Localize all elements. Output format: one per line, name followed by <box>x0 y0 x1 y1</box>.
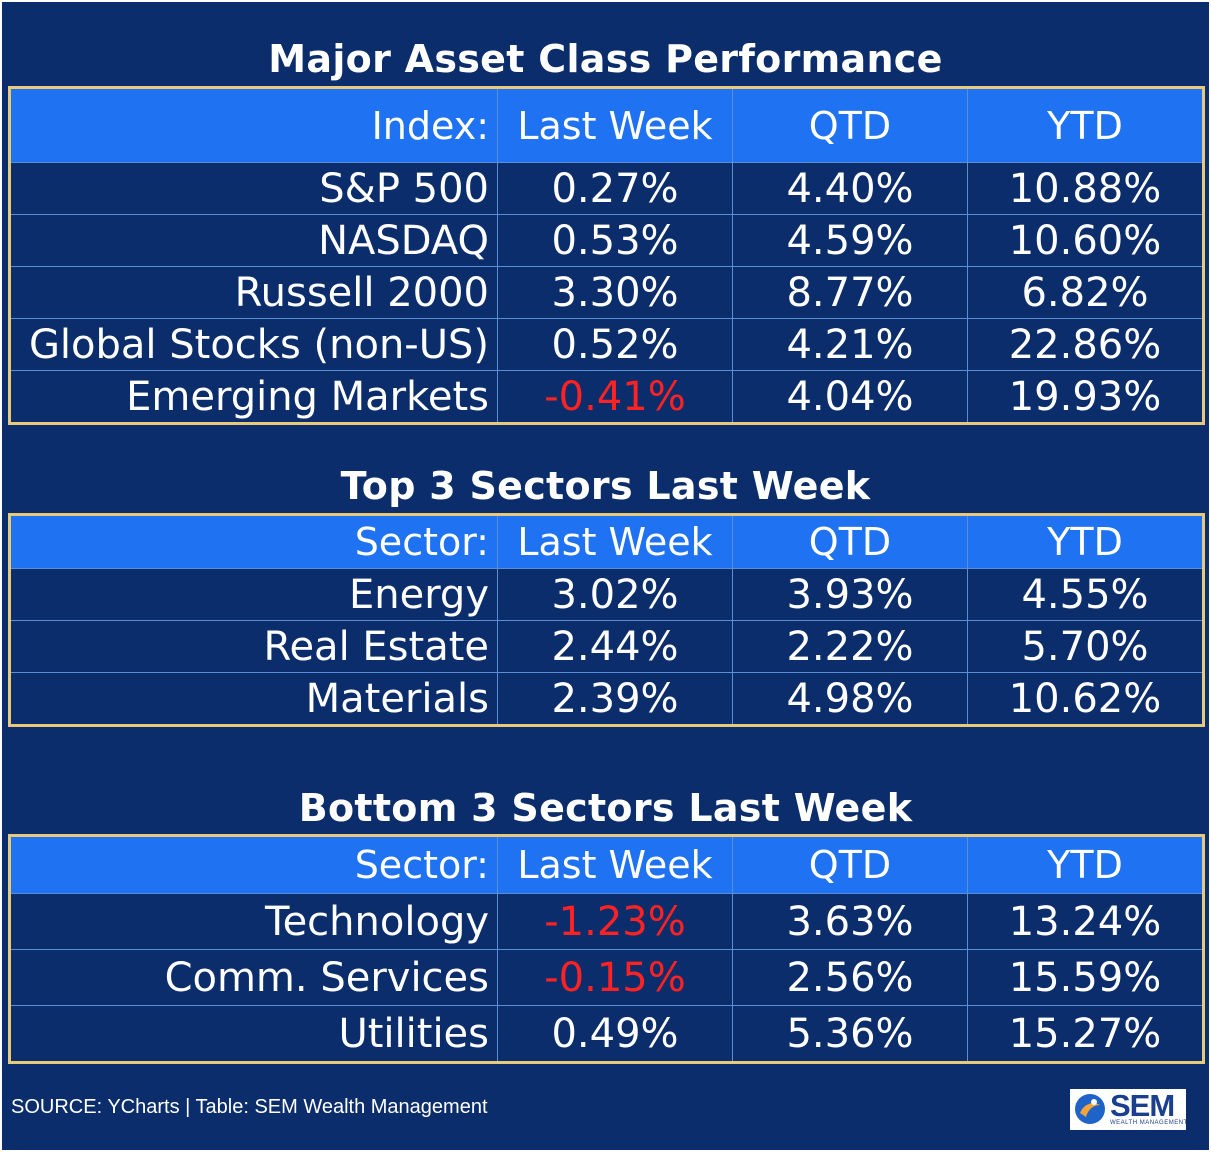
cell-last-week: 0.27% <box>497 162 733 215</box>
row-name: S&P 500 <box>9 162 498 215</box>
cell-last-week: -0.15% <box>497 949 733 1006</box>
table-row: Real Estate 2.44% 2.22% 5.70% <box>9 620 1204 673</box>
cell-ytd: 4.55% <box>967 568 1204 621</box>
table-row: NASDAQ 0.53% 4.59% 10.60% <box>9 214 1204 267</box>
row-name: Materials <box>9 672 498 726</box>
bottom-sectors-table: Sector: Last Week QTD YTD Technology -1.… <box>8 834 1205 1064</box>
top-sectors-table: Sector: Last Week QTD YTD Energy 3.02% 3… <box>8 513 1205 727</box>
globe-icon <box>1075 1094 1105 1124</box>
cell-qtd: 4.59% <box>732 214 968 267</box>
table-row: Energy 3.02% 3.93% 4.55% <box>9 568 1204 621</box>
logo-text: SEM <box>1110 1088 1175 1123</box>
cell-ytd: 13.24% <box>967 893 1204 950</box>
header-ytd: YTD <box>967 835 1204 894</box>
table-row: Technology -1.23% 3.63% 13.24% <box>9 893 1204 950</box>
table-header-row: Sector: Last Week QTD YTD <box>9 835 1204 894</box>
header-last-week: Last Week <box>497 87 733 163</box>
cell-last-week: -1.23% <box>497 893 733 950</box>
cell-ytd: 19.93% <box>967 370 1204 424</box>
cell-last-week: 2.44% <box>497 620 733 673</box>
cell-ytd: 5.70% <box>967 620 1204 673</box>
row-name: NASDAQ <box>9 214 498 267</box>
row-name: Technology <box>9 893 498 950</box>
header-qtd: QTD <box>732 87 968 163</box>
table-row: Materials 2.39% 4.98% 10.62% <box>9 672 1204 726</box>
cell-ytd: 6.82% <box>967 266 1204 319</box>
cell-ytd: 15.59% <box>967 949 1204 1006</box>
header-qtd: QTD <box>732 514 968 569</box>
cell-ytd: 10.60% <box>967 214 1204 267</box>
table-row: Global Stocks (non-US) 0.52% 4.21% 22.86… <box>9 318 1204 371</box>
row-name: Utilities <box>9 1005 498 1063</box>
header-qtd: QTD <box>732 835 968 894</box>
cell-qtd: 4.21% <box>732 318 968 371</box>
row-name: Energy <box>9 568 498 621</box>
header-last-week: Last Week <box>497 835 733 894</box>
section-title-bottom-sectors: Bottom 3 Sectors Last Week <box>298 786 913 830</box>
major-asset-class-table: Index: Last Week QTD YTD S&P 500 0.27% 4… <box>8 86 1205 425</box>
table-row: Comm. Services -0.15% 2.56% 15.59% <box>9 949 1204 1006</box>
cell-qtd: 3.93% <box>732 568 968 621</box>
section-title-top-sectors: Top 3 Sectors Last Week <box>340 464 871 508</box>
table-row: Utilities 0.49% 5.36% 15.27% <box>9 1005 1204 1063</box>
cell-last-week: 0.53% <box>497 214 733 267</box>
sem-logo: SEM WEALTH MANAGEMENT <box>1070 1088 1188 1130</box>
table-row: S&P 500 0.27% 4.40% 10.88% <box>9 162 1204 215</box>
header-index: Index: <box>9 87 498 163</box>
cell-qtd: 2.56% <box>732 949 968 1006</box>
table-header-row: Index: Last Week QTD YTD <box>9 87 1204 163</box>
table-header-row: Sector: Last Week QTD YTD <box>9 514 1204 569</box>
row-name: Russell 2000 <box>9 266 498 319</box>
logo-subtext: WEALTH MANAGEMENT <box>1110 1120 1188 1126</box>
header-ytd: YTD <box>967 514 1204 569</box>
row-name: Real Estate <box>9 620 498 673</box>
row-name: Global Stocks (non-US) <box>9 318 498 371</box>
cell-last-week: 3.02% <box>497 568 733 621</box>
row-name: Emerging Markets <box>9 370 498 424</box>
cell-last-week: 3.30% <box>497 266 733 319</box>
source-footer: SOURCE: YCharts | Table: SEM Wealth Mana… <box>11 1096 488 1118</box>
cell-qtd: 5.36% <box>732 1005 968 1063</box>
cell-ytd: 10.88% <box>967 162 1204 215</box>
cell-ytd: 15.27% <box>967 1005 1204 1063</box>
cell-qtd: 3.63% <box>732 893 968 950</box>
cell-last-week: 0.49% <box>497 1005 733 1063</box>
cell-ytd: 10.62% <box>967 672 1204 726</box>
section-title-major-asset-class: Major Asset Class Performance <box>268 37 943 81</box>
cell-qtd: 4.40% <box>732 162 968 215</box>
table-row: Emerging Markets -0.41% 4.04% 19.93% <box>9 370 1204 424</box>
cell-qtd: 2.22% <box>732 620 968 673</box>
table-row: Russell 2000 3.30% 8.77% 6.82% <box>9 266 1204 319</box>
cell-qtd: 4.98% <box>732 672 968 726</box>
cell-last-week: 0.52% <box>497 318 733 371</box>
header-sector: Sector: <box>9 514 498 569</box>
header-sector: Sector: <box>9 835 498 894</box>
cell-qtd: 4.04% <box>732 370 968 424</box>
header-last-week: Last Week <box>497 514 733 569</box>
header-ytd: YTD <box>967 87 1204 163</box>
row-name: Comm. Services <box>9 949 498 1006</box>
cell-last-week: -0.41% <box>497 370 733 424</box>
cell-qtd: 8.77% <box>732 266 968 319</box>
cell-ytd: 22.86% <box>967 318 1204 371</box>
cell-last-week: 2.39% <box>497 672 733 726</box>
